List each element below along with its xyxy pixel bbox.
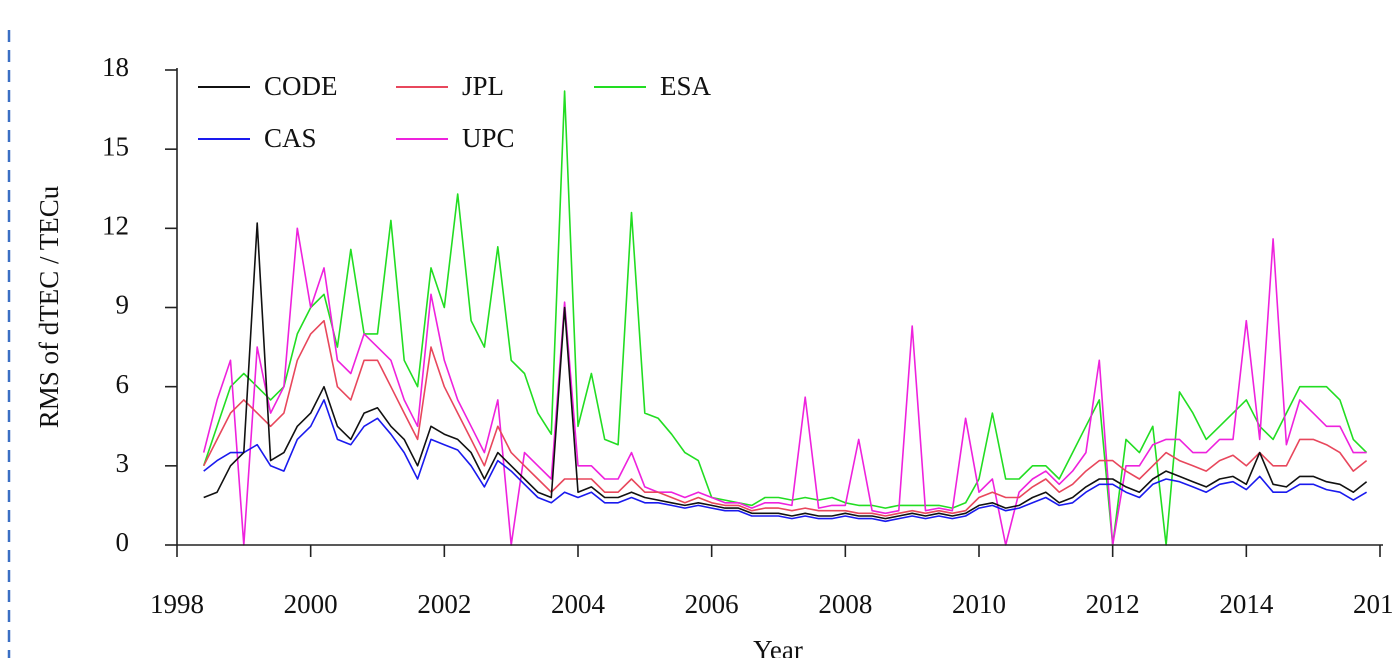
x-tick-label: 2014 xyxy=(1219,589,1274,619)
y-tick-label: 18 xyxy=(102,52,129,82)
legend-label: CODE xyxy=(264,71,338,101)
y-tick-label: 12 xyxy=(102,211,129,241)
series-line xyxy=(202,90,1368,546)
y-tick-label: 9 xyxy=(116,290,130,320)
legend-label: JPL xyxy=(462,71,504,101)
x-tick-label: 2008 xyxy=(818,589,872,619)
series-line xyxy=(203,222,1368,520)
series-line xyxy=(202,319,1368,517)
plot-area xyxy=(202,90,1368,546)
x-tick-label: 2004 xyxy=(551,589,606,619)
y-tick-label: 0 xyxy=(116,527,130,557)
x-tick-label: 2016 xyxy=(1353,589,1394,619)
legend-label: CAS xyxy=(264,123,317,153)
y-tick-label: 15 xyxy=(102,131,129,161)
x-tick-label: 2002 xyxy=(417,589,471,619)
axis-line xyxy=(176,68,1383,546)
x-tick-label: 1998 xyxy=(150,589,204,619)
x-tick-label: 2000 xyxy=(284,589,338,619)
x-axis-label: Year xyxy=(753,635,803,658)
y-tick-label: 3 xyxy=(116,448,130,478)
legend-label: UPC xyxy=(462,123,515,153)
y-tick-label: 6 xyxy=(116,369,130,399)
legend-label: ESA xyxy=(660,71,712,101)
y-axis-label: RMS of dTEC / TECu xyxy=(34,185,64,428)
series-line xyxy=(203,399,1368,523)
x-tick-label: 2006 xyxy=(685,589,739,619)
x-tick-label: 2010 xyxy=(952,589,1006,619)
series-line xyxy=(202,227,1367,546)
x-tick-label: 2012 xyxy=(1086,589,1140,619)
